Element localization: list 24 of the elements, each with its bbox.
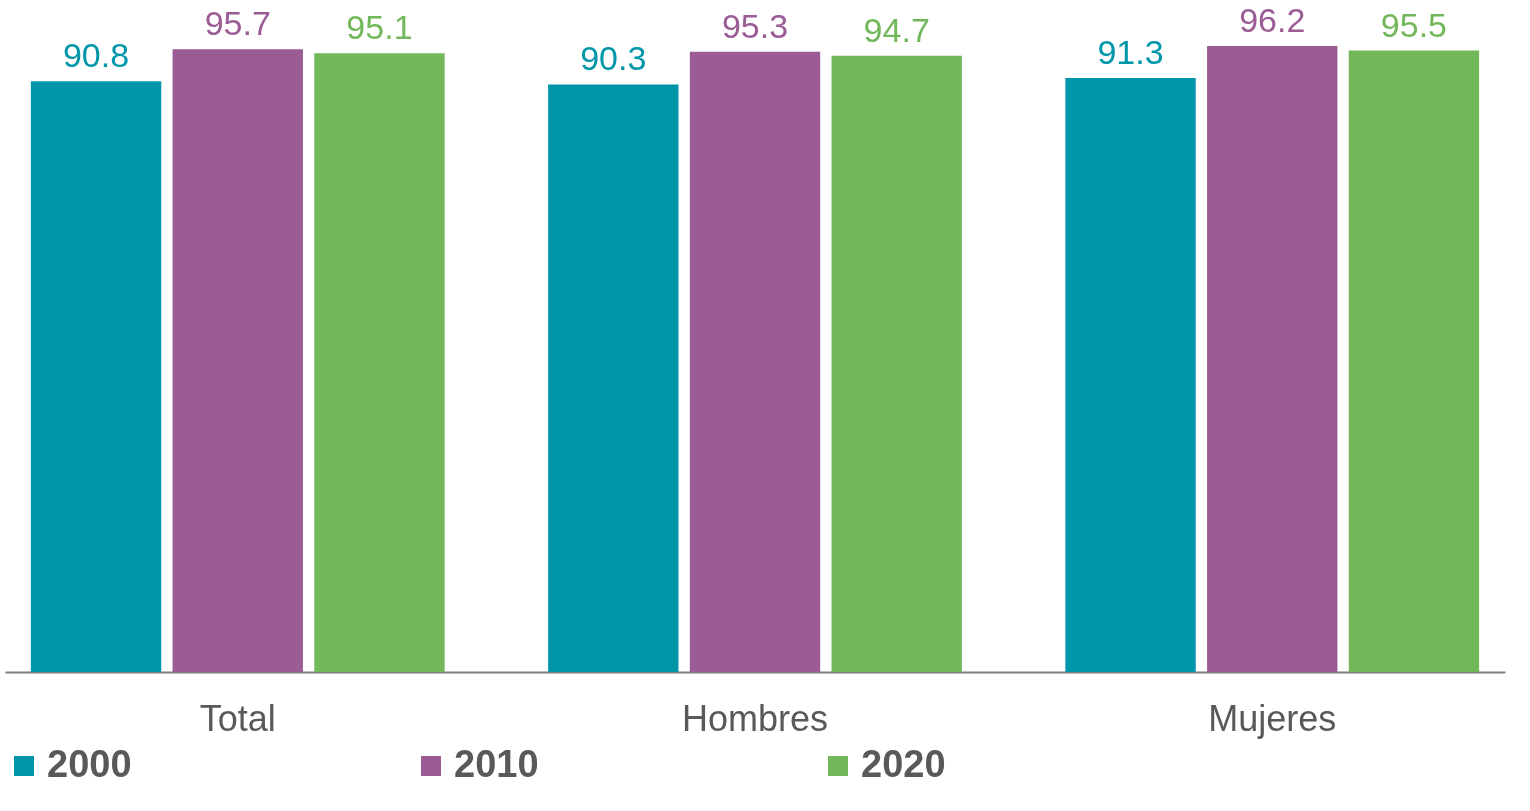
data-label: 95.7 <box>204 4 271 43</box>
bar <box>1207 46 1338 672</box>
bar <box>30 81 162 672</box>
bar <box>548 84 679 672</box>
data-label: 95.1 <box>346 8 413 47</box>
legend-label: 2010 <box>454 743 539 785</box>
legend-label: 2020 <box>861 743 946 785</box>
bar <box>689 51 821 672</box>
data-label: 95.5 <box>1380 5 1448 44</box>
legend-label: 2000 <box>47 743 132 785</box>
x-tick-label: Hombres <box>681 697 829 739</box>
data-label: 95.3 <box>721 6 789 45</box>
data-label: 94.7 <box>863 10 930 49</box>
x-tick-label: Mujeres <box>1208 697 1337 739</box>
bar <box>172 49 303 672</box>
data-label: 91.3 <box>1097 32 1164 71</box>
data-label: 90.8 <box>62 36 130 75</box>
data-label: 96.2 <box>1239 1 1306 39</box>
bar <box>314 53 445 672</box>
x-tick-label: Total <box>199 697 276 739</box>
bar <box>1348 50 1480 672</box>
data-label: 90.3 <box>580 39 647 78</box>
bar <box>1065 77 1196 672</box>
bar <box>831 55 962 672</box>
